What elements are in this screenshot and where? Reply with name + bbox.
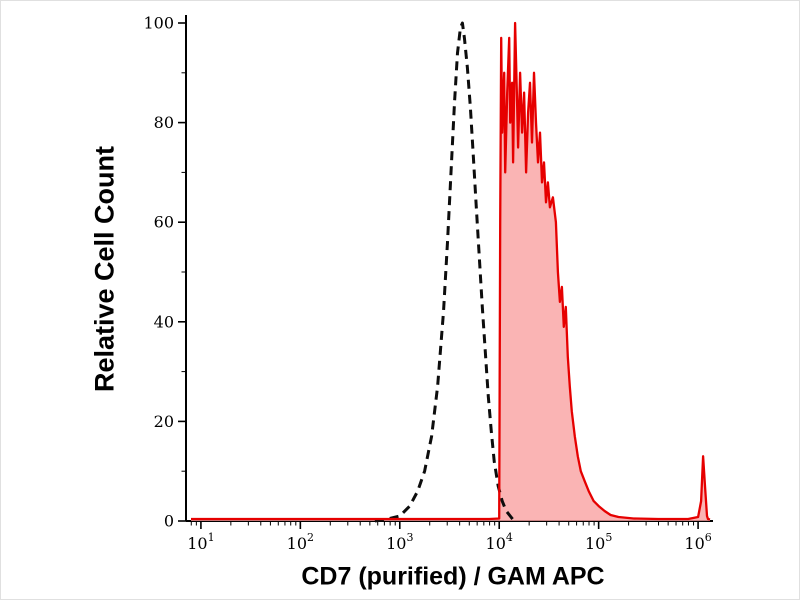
svg-text:106: 106	[684, 531, 711, 553]
x-axis-label: CD7 (purified) / GAM APC	[301, 562, 605, 591]
y-axis-label: Relative Cell Count	[89, 145, 120, 393]
svg-text:104: 104	[486, 531, 513, 553]
svg-text:0: 0	[164, 512, 174, 531]
svg-text:101: 101	[187, 531, 214, 553]
svg-text:40: 40	[154, 312, 174, 331]
svg-text:103: 103	[386, 531, 413, 553]
svg-text:20: 20	[154, 412, 174, 431]
svg-text:105: 105	[585, 531, 612, 553]
svg-text:102: 102	[287, 531, 314, 553]
svg-text:100: 100	[143, 14, 174, 33]
svg-text:60: 60	[154, 213, 174, 232]
svg-text:80: 80	[154, 113, 174, 132]
